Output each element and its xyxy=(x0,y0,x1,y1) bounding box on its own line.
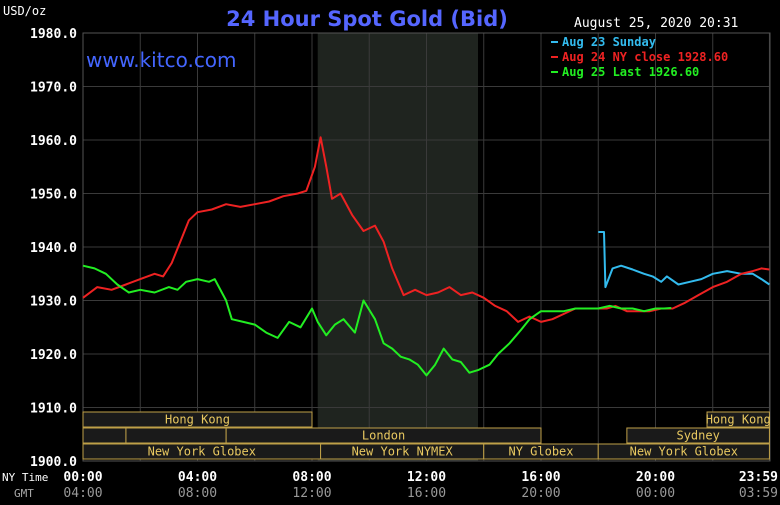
x-tick-label-gmt: 12:00 xyxy=(292,486,331,501)
session-label: New York Globex xyxy=(148,445,256,459)
legend-entry: Aug 25 Last 1926.60 xyxy=(562,65,699,79)
series-line xyxy=(82,264,672,377)
x-tick-label-ny: 20:00 xyxy=(636,470,675,485)
x-tick-label-ny: 12:00 xyxy=(407,470,446,485)
session-bars-layer: Hong Kong Hong Kong London Sydney New York G… xyxy=(82,411,771,460)
y-tick-label: 1950.0 xyxy=(30,188,77,203)
session-label: Sydney xyxy=(676,429,719,443)
x-row-label-ny: NY Time xyxy=(2,471,48,484)
y-tick-label: 1930.0 xyxy=(30,295,77,310)
x-tick-label-gmt: 08:00 xyxy=(178,486,217,501)
session-label: Hong Kong xyxy=(706,413,771,427)
session-bar xyxy=(82,411,313,428)
y-tick-label: 1900.0 xyxy=(30,455,77,470)
session-label: NY Globex xyxy=(508,445,573,459)
y-tick-label: 1940.0 xyxy=(30,241,77,256)
x-tick-label-ny: 23:59 xyxy=(739,470,778,485)
x-tick-label-gmt: 00:00 xyxy=(636,486,675,501)
x-tick-label-gmt: 03:59 xyxy=(739,486,778,501)
legend-entry: Aug 24 NY close 1928.60 xyxy=(562,50,728,64)
x-tick-label-ny: 04:00 xyxy=(178,470,217,485)
session-label: New York Globex xyxy=(630,445,738,459)
session-bar xyxy=(125,427,227,444)
plot-frame xyxy=(82,32,771,462)
session-label: New York NYMEX xyxy=(352,445,454,459)
x-tick-label-gmt: 04:00 xyxy=(63,486,102,501)
chart-title: 24 Hour Spot Gold (Bid) xyxy=(226,7,508,31)
series-layer xyxy=(82,136,770,377)
x-tick-label-ny: 00:00 xyxy=(63,470,102,485)
y-axis-unit: USD/oz xyxy=(3,4,46,18)
x-row-label-gmt: GMT xyxy=(14,487,34,500)
x-tick-label-ny: 16:00 xyxy=(521,470,560,485)
session-label: Hong Kong xyxy=(165,413,230,427)
x-tick-label-gmt: 20:00 xyxy=(521,486,560,501)
session-bar xyxy=(706,411,770,428)
y-tick-label: 1910.0 xyxy=(30,402,77,417)
y-tick-label: 1920.0 xyxy=(30,348,77,363)
session-bar xyxy=(225,427,542,444)
session-bar xyxy=(82,427,127,444)
grid-layer xyxy=(82,32,771,462)
x-tick-label-gmt: 16:00 xyxy=(407,486,446,501)
y-tick-label: 1960.0 xyxy=(30,134,77,149)
session-label: London xyxy=(362,429,405,443)
y-tick-label: 1970.0 xyxy=(30,81,77,96)
session-bar xyxy=(597,443,770,460)
legend-entry: Aug 23 Sunday xyxy=(562,35,656,49)
x-tick-label-ny: 08:00 xyxy=(292,470,331,485)
datetime-stamp: August 25, 2020 20:31 xyxy=(574,16,738,31)
session-bar xyxy=(626,427,770,444)
y-tick-label: 1980.0 xyxy=(30,27,77,42)
website-link[interactable]: www.kitco.com xyxy=(86,48,237,72)
y-tick-labels: 1980.0 1970.0 1960.0 1950.0 1940.0 1930.0 1920… xyxy=(30,27,77,470)
